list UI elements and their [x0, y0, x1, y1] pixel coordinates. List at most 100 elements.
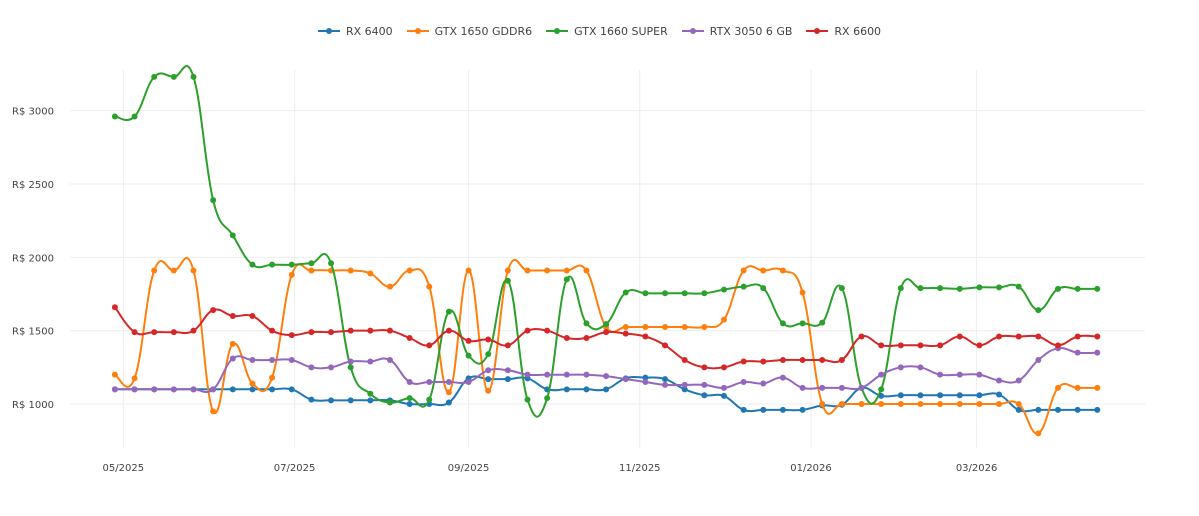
legend-dot: [414, 28, 421, 34]
data-point-gtx-1650-gddr6: [1015, 401, 1022, 407]
data-point-rtx-3050-6-gb: [229, 355, 236, 362]
legend-item-gtx-1650-gddr6[interactable]: GTX 1650 GDDR6: [406, 22, 533, 40]
data-point-rx-6600: [465, 337, 472, 344]
data-point-gtx-1660-super: [170, 73, 177, 80]
data-point-gtx-1660-super: [406, 395, 413, 402]
legend-item-rx-6600[interactable]: RX 6600: [806, 22, 881, 40]
data-point-gtx-1650-gddr6: [858, 401, 865, 407]
legend-item-gtx-1660-super[interactable]: GTX 1660 SUPER: [546, 22, 668, 40]
data-point-rx-6400: [229, 386, 236, 393]
data-point-rtx-3050-6-gb: [190, 386, 197, 393]
data-point-gtx-1660-super: [544, 395, 551, 402]
data-point-rx-6600: [1035, 333, 1042, 340]
data-point-gtx-1660-super: [622, 289, 629, 296]
data-point-rx-6600: [701, 364, 708, 371]
data-point-gtx-1660-super: [249, 261, 256, 268]
legend-item-rtx-3050-6-gb[interactable]: RTX 3050 6 GB: [681, 22, 792, 40]
data-point-rx-6400: [779, 406, 786, 413]
data-point-rtx-3050-6-gb: [170, 386, 177, 393]
data-point-rx-6400: [367, 397, 374, 404]
data-point-rtx-3050-6-gb: [819, 384, 826, 391]
data-point-gtx-1660-super: [662, 290, 669, 297]
y-tick-label: R$ 3000: [12, 107, 54, 118]
data-point-rtx-3050-6-gb: [976, 371, 983, 378]
data-point-rx-6400: [269, 386, 276, 393]
data-point-rtx-3050-6-gb: [838, 384, 845, 391]
data-point-rx-6400: [445, 399, 452, 406]
data-point-rx-6600: [367, 327, 374, 334]
legend-dot: [814, 28, 821, 34]
data-point-rtx-3050-6-gb: [681, 381, 688, 388]
data-point-gtx-1660-super: [603, 321, 610, 328]
data-point-rx-6400: [937, 392, 944, 399]
data-point-rx-6600: [897, 342, 904, 349]
data-point-gtx-1650-gddr6: [151, 267, 158, 274]
data-point-gtx-1650-gddr6: [131, 375, 138, 382]
data-point-rtx-3050-6-gb: [288, 357, 295, 363]
data-point-rtx-3050-6-gb: [956, 371, 963, 378]
y-tick-label: R$ 1000: [12, 400, 54, 411]
data-point-rx-6600: [858, 333, 865, 340]
data-point-rtx-3050-6-gb: [996, 377, 1003, 384]
data-point-gtx-1660-super: [819, 319, 826, 326]
legend-label: RX 6400: [345, 24, 393, 38]
data-point-rx-6600: [838, 357, 845, 363]
data-point-gtx-1650-gddr6: [210, 408, 217, 415]
data-point-rx-6600: [544, 327, 551, 334]
data-point-rtx-3050-6-gb: [720, 384, 727, 391]
data-point-gtx-1650-gddr6: [347, 267, 354, 274]
data-point-gtx-1660-super: [504, 277, 511, 284]
series-rx-6400: [111, 374, 1101, 413]
data-point-rx-6400: [976, 392, 983, 399]
data-point-rtx-3050-6-gb: [406, 379, 413, 385]
data-point-gtx-1650-gddr6: [504, 267, 511, 274]
data-point-gtx-1650-gddr6: [779, 267, 786, 274]
data-point-gtx-1650-gddr6: [642, 324, 649, 330]
series-gtx-1660-super: [111, 65, 1101, 418]
data-point-gtx-1660-super: [465, 352, 472, 359]
chart-legend: RX 6400 GTX 1650 GDDR6 GTX 1660 SUPER RTX 3…: [0, 22, 1199, 40]
x-tick-label: 07/2025: [274, 463, 316, 474]
data-point-gtx-1650-gddr6: [544, 267, 551, 274]
data-point-rtx-3050-6-gb: [465, 379, 472, 385]
data-point-rx-6400: [917, 392, 924, 399]
data-point-rx-6600: [524, 327, 531, 334]
data-point-rtx-3050-6-gb: [622, 376, 629, 383]
data-point-rx-6600: [308, 329, 315, 336]
data-point-rtx-3050-6-gb: [662, 381, 669, 388]
data-point-rx-6400: [328, 397, 335, 404]
data-point-gtx-1660-super: [1074, 285, 1081, 292]
data-point-gtx-1650-gddr6: [819, 401, 826, 407]
data-point-rx-6600: [681, 357, 688, 363]
data-point-gtx-1660-super: [701, 290, 708, 297]
data-point-rx-6600: [878, 342, 885, 349]
data-point-gtx-1660-super: [367, 390, 374, 397]
data-point-gtx-1650-gddr6: [583, 267, 590, 274]
data-point-rx-6600: [622, 330, 629, 337]
data-point-rx-6400: [760, 406, 767, 413]
data-point-gtx-1660-super: [1094, 285, 1101, 292]
data-point-gtx-1650-gddr6: [897, 401, 904, 407]
data-point-gtx-1660-super: [328, 260, 335, 267]
data-point-gtx-1660-super: [681, 290, 688, 297]
data-point-rx-6600: [642, 333, 649, 340]
data-point-gtx-1650-gddr6: [662, 324, 669, 330]
data-point-rtx-3050-6-gb: [367, 358, 374, 365]
legend-item-rx-6400[interactable]: RX 6400: [317, 22, 393, 40]
x-tick-label: 05/2025: [103, 463, 145, 474]
data-point-gtx-1650-gddr6: [288, 271, 295, 278]
data-point-gtx-1660-super: [210, 197, 217, 204]
data-point-rtx-3050-6-gb: [642, 379, 649, 385]
data-point-gtx-1650-gddr6: [976, 401, 983, 407]
data-point-rtx-3050-6-gb: [210, 386, 217, 393]
data-point-rx-6400: [1094, 406, 1101, 413]
legend-label: RX 6600: [834, 24, 882, 38]
data-point-rtx-3050-6-gb: [524, 371, 531, 378]
legend-label: GTX 1650 GDDR6: [434, 24, 533, 38]
series-line-gtx-1660-super: [114, 65, 1098, 418]
data-point-gtx-1650-gddr6: [426, 283, 433, 290]
data-point-rx-6400: [603, 386, 610, 393]
data-point-rx-6600: [956, 333, 963, 340]
data-point-rx-6600: [779, 357, 786, 363]
data-point-rx-6400: [642, 374, 649, 381]
